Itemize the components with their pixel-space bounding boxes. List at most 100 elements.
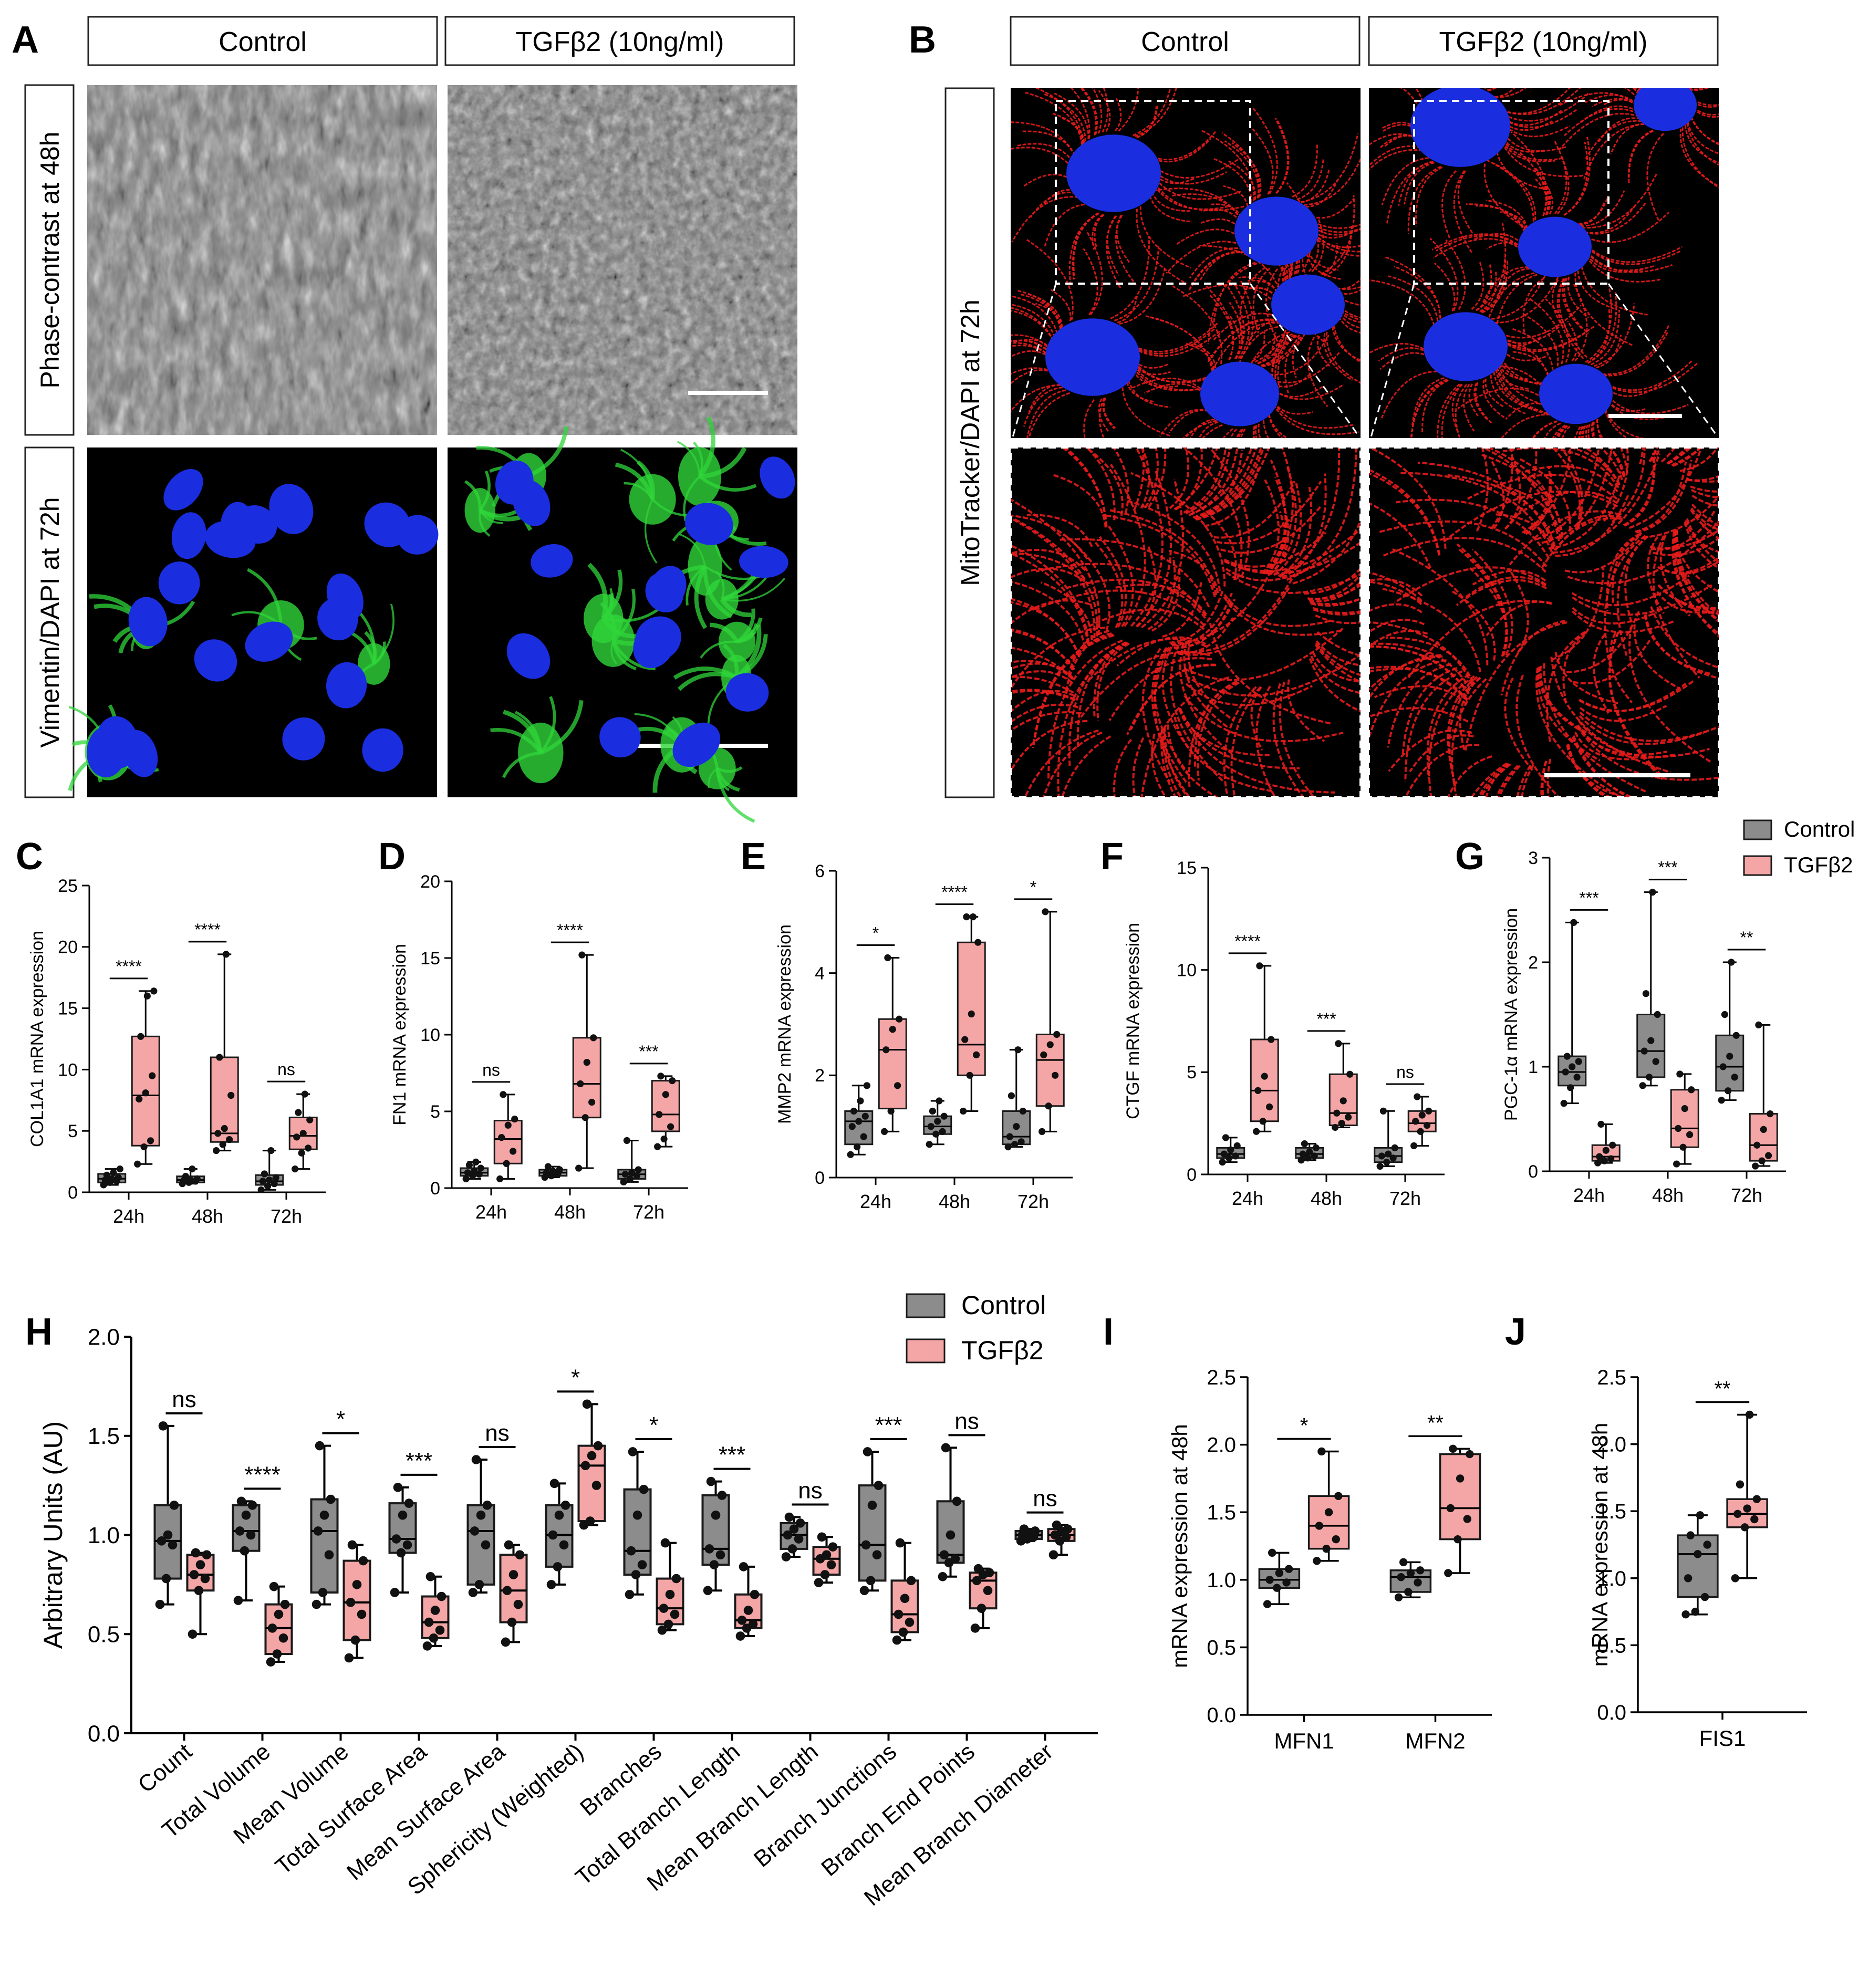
data-point (1609, 1141, 1616, 1149)
data-point (826, 1560, 836, 1569)
data-point (306, 1116, 314, 1123)
data-point (1315, 1522, 1324, 1530)
data-point (1732, 1032, 1740, 1039)
data-point (437, 1591, 447, 1601)
chart-h: 0.0 0.5 1.0 1.5 2.0 Arbitrary Units (AU) Count… (38, 1324, 1098, 1911)
data-point (739, 1562, 749, 1571)
panel-a: Control TGFβ2 (10ng/ml) Phase-contrast a… (24, 16, 797, 823)
data-point (1444, 1569, 1452, 1577)
box-tgf (734, 1562, 763, 1641)
data-point (894, 1082, 901, 1089)
data-point (1253, 1128, 1260, 1135)
data-point (1642, 990, 1649, 997)
panel-b: Control TGFβ2 (10ng/ml) MitoTracker/DAPI… (944, 16, 1720, 798)
data-point (1317, 1447, 1326, 1456)
data-point (169, 1501, 179, 1510)
box-tgf (493, 1091, 523, 1183)
data-point (575, 1164, 583, 1172)
data-point (501, 1637, 511, 1647)
data-point (1378, 1152, 1385, 1160)
data-point (711, 1510, 721, 1520)
significance-label: * (1300, 1414, 1309, 1437)
x-tick-label: 72h (271, 1205, 302, 1227)
data-point (202, 1550, 212, 1560)
data-point (906, 1576, 916, 1586)
data-point (222, 951, 230, 958)
data-point (264, 1182, 272, 1190)
data-point (1332, 1535, 1340, 1544)
data-point (544, 1163, 552, 1170)
data-point (508, 1570, 518, 1579)
data-point (591, 1481, 601, 1490)
data-point (266, 1657, 276, 1667)
data-point (472, 1158, 480, 1165)
data-point (496, 1175, 504, 1183)
data-point (1731, 1574, 1740, 1583)
data-point (498, 1134, 505, 1141)
data-point (1063, 1524, 1073, 1534)
data-point (1456, 1474, 1465, 1483)
mitotracker-control-zoom-image (1011, 447, 1361, 797)
y-tick-label: 4 (815, 964, 825, 984)
y-tick-label: 2.0 (88, 1324, 120, 1350)
data-point (1226, 1154, 1233, 1162)
data-point (1649, 889, 1656, 896)
box-tgf (1407, 1093, 1437, 1150)
data-point (660, 1538, 670, 1548)
box-control (255, 1147, 284, 1193)
data-point (1652, 1058, 1659, 1065)
data-point (932, 1130, 940, 1138)
x-tick-label: 24h (1573, 1184, 1605, 1206)
data-point (1397, 1573, 1405, 1581)
data-point (867, 1501, 877, 1510)
data-point (580, 1461, 590, 1471)
phase-contrast-control-image (87, 85, 437, 435)
box-tgf (957, 913, 986, 1115)
data-point (271, 1180, 278, 1188)
y-tick-label: 0 (1528, 1162, 1538, 1182)
box-control (923, 1097, 952, 1148)
data-point (474, 1580, 484, 1589)
significance-label: **** (194, 920, 221, 939)
data-point (194, 1586, 204, 1595)
data-point (1297, 1157, 1305, 1164)
significance-label: ns (485, 1420, 509, 1446)
box-control (1002, 1046, 1031, 1151)
data-point (1227, 1146, 1234, 1153)
data-point (1313, 1557, 1321, 1565)
data-point (1014, 1046, 1022, 1054)
panel-letter-e: E (741, 836, 766, 878)
data-point (293, 1133, 300, 1141)
data-point (1391, 1144, 1398, 1151)
data-point (974, 939, 982, 946)
box-control (1636, 889, 1666, 1089)
data-point (884, 954, 891, 962)
box (572, 1037, 601, 1119)
data-point (872, 1550, 882, 1560)
data-point (424, 1617, 434, 1627)
data-point (1266, 1103, 1273, 1111)
data-point (743, 1606, 753, 1615)
y-tick-label: 2.5 (1597, 1366, 1626, 1389)
data-point (1681, 1105, 1688, 1112)
data-point (1647, 1037, 1655, 1044)
data-point (968, 1010, 975, 1018)
data-point (1335, 1040, 1342, 1047)
box-control (1014, 1524, 1043, 1546)
data-point (1752, 1162, 1759, 1170)
data-point (267, 1147, 275, 1154)
data-point (1597, 1120, 1605, 1128)
data-point (656, 1111, 663, 1118)
data-point (163, 1530, 173, 1540)
data-point (221, 1125, 228, 1132)
data-point (590, 1034, 597, 1042)
data-point (1575, 1058, 1582, 1065)
data-point (559, 1540, 569, 1550)
legend-label-control: Control (1784, 817, 1855, 841)
data-point (1639, 1082, 1646, 1089)
data-point (1304, 1154, 1312, 1162)
y-tick-label: 0 (1187, 1165, 1197, 1185)
y-tick-label: 3 (1528, 848, 1538, 868)
